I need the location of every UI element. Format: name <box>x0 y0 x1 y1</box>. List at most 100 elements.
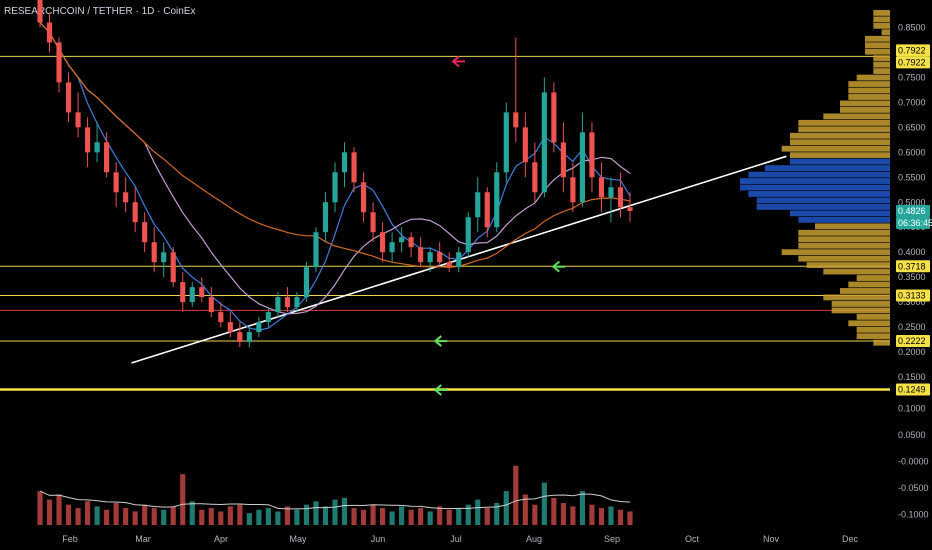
candle-body <box>189 287 195 303</box>
candle-body <box>246 332 252 343</box>
volume-bar <box>123 508 129 525</box>
volume-bar <box>46 499 53 525</box>
time-tick-label: Feb <box>62 534 78 544</box>
volume-bar <box>608 506 614 525</box>
volume-bar <box>256 509 262 525</box>
volume-bar <box>541 482 547 525</box>
volume-bar <box>199 509 205 525</box>
volume-tick-label: -0.1000 <box>898 509 929 519</box>
volume-bar <box>341 497 348 525</box>
volume-bar <box>513 465 519 525</box>
volume-tick-label: -0.0500 <box>898 483 929 493</box>
candle-body <box>313 232 319 268</box>
volume-bar <box>437 506 443 525</box>
candle-body <box>570 177 576 203</box>
candle-body <box>237 332 243 343</box>
volume-bar <box>303 504 310 525</box>
candle-body <box>94 142 100 153</box>
profile-bar <box>798 242 890 249</box>
candle-body <box>389 242 395 253</box>
volume-bar <box>370 504 376 525</box>
candle-body <box>494 172 500 228</box>
profile-bar <box>873 16 890 23</box>
volume-bar <box>380 508 386 525</box>
candle-body <box>579 132 585 203</box>
time-tick-label: Mar <box>135 534 151 544</box>
volume-bars-layer <box>37 465 633 525</box>
candle-body <box>142 222 148 243</box>
price-tag-bg <box>896 44 930 57</box>
price-tick-label: 0.3500 <box>898 272 926 282</box>
arrow-head <box>433 384 442 396</box>
price-tag-bg <box>896 383 930 396</box>
volume-tick-label: 0.0500 <box>898 430 926 440</box>
volume-bar <box>161 509 167 525</box>
candle-body <box>161 252 167 263</box>
volume-bar <box>351 508 357 525</box>
price-tick-label: 0.2500 <box>898 322 926 332</box>
volume-bar <box>142 504 148 525</box>
candle-body <box>275 297 281 313</box>
profile-bar <box>823 113 890 120</box>
volume-bar <box>475 499 481 525</box>
candle-body <box>104 142 110 173</box>
volume-bar <box>456 508 462 525</box>
candle-body <box>598 177 605 198</box>
profile-bar <box>856 333 890 340</box>
price-tick-label: 0.7500 <box>898 72 926 82</box>
horizontal-levels <box>0 55 890 391</box>
volume-bar <box>180 474 186 525</box>
price-tag: 0.3133 <box>896 289 930 302</box>
candle-body <box>370 212 376 233</box>
time-tick-label: Sep <box>604 534 620 544</box>
volume-bar <box>418 508 424 525</box>
profile-bar <box>781 145 890 152</box>
profile-bar <box>790 210 890 217</box>
candle-body <box>551 92 557 143</box>
candle-body <box>46 22 53 43</box>
candle-body <box>522 127 528 163</box>
volume-bar <box>75 508 81 525</box>
candle-body <box>418 247 424 263</box>
candle-body <box>513 112 519 128</box>
price-tag: 06:36:45 <box>896 216 932 229</box>
profile-bar <box>873 68 890 75</box>
candle-body <box>113 172 119 193</box>
profile-bar <box>840 107 890 113</box>
volume-bar <box>294 509 300 525</box>
profile-bar <box>790 132 890 139</box>
volume-bar <box>237 504 243 525</box>
candle-body <box>427 252 433 263</box>
candle-body <box>265 312 271 323</box>
candle-body <box>256 322 262 333</box>
profile-bar <box>756 204 890 210</box>
price-tag-label: 0.3133 <box>898 290 926 300</box>
time-tick-label: Apr <box>214 534 228 544</box>
candle-body <box>351 152 357 183</box>
candle-body <box>180 282 186 303</box>
volume-bar <box>151 508 157 525</box>
price-tag-bg <box>896 216 930 229</box>
price-tag: 0.7922 <box>896 56 930 69</box>
candle-body <box>303 267 310 298</box>
price-tick-label: 0.5500 <box>898 172 926 182</box>
profile-bar <box>856 313 890 320</box>
time-tick-label: Dec <box>842 534 859 544</box>
volume-bar <box>132 511 138 525</box>
candle-body <box>322 202 329 233</box>
volume-bar <box>503 491 509 525</box>
price-tag-label: 0.7922 <box>898 57 926 67</box>
candle-body <box>132 202 138 223</box>
profile-bar <box>848 81 890 87</box>
price-tick-label: 0.1500 <box>898 372 926 382</box>
volume-bar <box>227 506 233 525</box>
candle-body <box>380 232 386 253</box>
time-tick-label: Nov <box>763 534 780 544</box>
profile-bar <box>865 35 890 42</box>
price-tag-label: 0.1249 <box>898 385 926 395</box>
profile-bar <box>748 171 890 178</box>
price-tick-label: 0.6500 <box>898 122 926 132</box>
candle-body <box>65 82 72 113</box>
volume-bar <box>189 501 195 525</box>
